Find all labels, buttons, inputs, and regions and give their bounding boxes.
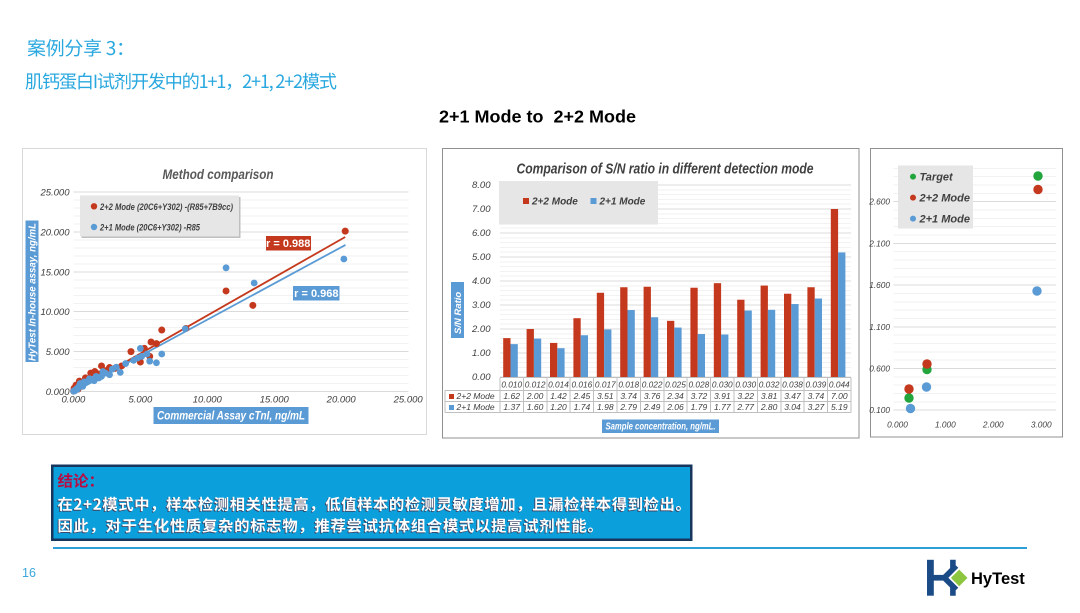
svg-text:1.42: 1.42 [550, 391, 567, 401]
svg-text:20.000: 20.000 [326, 395, 357, 406]
svg-text:0.032: 0.032 [759, 379, 780, 389]
svg-text:0.039: 0.039 [806, 379, 827, 389]
svg-text:0.016: 0.016 [572, 379, 593, 389]
svg-text:10.000: 10.000 [40, 307, 70, 318]
svg-text:0.017: 0.017 [595, 379, 616, 389]
svg-text:2.00: 2.00 [526, 391, 544, 401]
svg-text:2+2 Mode: 2+2 Mode [531, 197, 578, 208]
svg-text:2.34: 2.34 [666, 391, 684, 401]
svg-text:15.000: 15.000 [260, 395, 290, 406]
svg-text:20.000: 20.000 [39, 227, 70, 238]
svg-text:5.000: 5.000 [46, 347, 70, 358]
svg-text:2.06: 2.06 [666, 402, 684, 412]
svg-text:r = 0.968: r = 0.968 [294, 288, 338, 300]
svg-text:3.74: 3.74 [808, 391, 825, 401]
svg-text:0.025: 0.025 [665, 379, 686, 389]
svg-text:0.028: 0.028 [689, 379, 710, 389]
svg-text:6.00: 6.00 [472, 228, 491, 239]
svg-text:2+1 Mode: 2+1 Mode [919, 214, 970, 226]
svg-text:8.00: 8.00 [472, 180, 491, 191]
svg-text:2.000: 2.000 [982, 420, 1004, 430]
svg-text:1.60: 1.60 [527, 402, 544, 412]
svg-text:1.62: 1.62 [503, 391, 520, 401]
svg-text:r = 0.988: r = 0.988 [266, 238, 310, 250]
svg-text:2.100: 2.100 [868, 238, 890, 248]
svg-text:S/N Ratio: S/N Ratio [453, 292, 464, 334]
svg-text:1.77: 1.77 [714, 402, 731, 412]
svg-text:0.600: 0.600 [869, 364, 890, 374]
svg-text:2+1 Mode: 2+1 Mode [456, 402, 495, 412]
svg-text:2.00: 2.00 [471, 324, 491, 335]
svg-text:3.00: 3.00 [472, 300, 491, 311]
svg-text:2+2 Mode (20C6+Y302) -(R85+7B9: 2+2 Mode (20C6+Y302) -(R85+7B9cc) [99, 202, 233, 213]
svg-text:1.79: 1.79 [691, 402, 708, 412]
svg-text:3.51: 3.51 [597, 391, 614, 401]
svg-text:3.27: 3.27 [808, 402, 825, 412]
svg-text:0.044: 0.044 [829, 379, 850, 389]
svg-text:Method comparison: Method comparison [163, 166, 274, 182]
svg-text:0.014: 0.014 [548, 379, 569, 389]
svg-text:2.80: 2.80 [760, 402, 778, 412]
svg-text:4.00: 4.00 [472, 276, 491, 287]
svg-text:2+2 Mode: 2+2 Mode [456, 391, 495, 401]
svg-text:0.038: 0.038 [782, 379, 803, 389]
svg-text:0.00: 0.00 [472, 372, 491, 383]
svg-text:3.04: 3.04 [784, 402, 801, 412]
svg-text:2.49: 2.49 [643, 402, 661, 412]
svg-text:1.20: 1.20 [550, 402, 567, 412]
svg-text:0.012: 0.012 [525, 379, 546, 389]
svg-text:3.72: 3.72 [691, 391, 708, 401]
svg-text:0.022: 0.022 [642, 379, 663, 389]
svg-text:5.19: 5.19 [831, 402, 848, 412]
svg-text:0.030: 0.030 [735, 379, 756, 389]
svg-text:0.030: 0.030 [712, 379, 733, 389]
svg-text:10.000: 10.000 [193, 395, 223, 406]
svg-text:Comparison of S/N ratio in dif: Comparison of S/N ratio in different det… [517, 162, 814, 178]
svg-text:1.100: 1.100 [869, 322, 890, 332]
svg-text:7.00: 7.00 [472, 204, 491, 215]
svg-text:Sample concentration, ng/mL.: Sample concentration, ng/mL. [606, 422, 716, 433]
svg-text:3.000: 3.000 [1031, 420, 1052, 430]
svg-text:0.100: 0.100 [869, 405, 890, 415]
svg-text:3.22: 3.22 [737, 391, 754, 401]
svg-text:2.77: 2.77 [736, 402, 754, 412]
svg-text:HyTest: HyTest [971, 570, 1025, 588]
svg-text:0.010: 0.010 [501, 379, 522, 389]
svg-text:16: 16 [22, 566, 36, 580]
svg-text:HyTest In-house assay, ng/mL: HyTest In-house assay, ng/mL [26, 223, 38, 361]
svg-text:3.74: 3.74 [620, 391, 637, 401]
svg-text:0.018: 0.018 [618, 379, 639, 389]
svg-text:0.000: 0.000 [887, 420, 908, 430]
svg-text:2+2 Mode: 2+2 Mode [919, 193, 970, 205]
svg-text:25.000: 25.000 [393, 395, 424, 406]
svg-text:Commercial Assay cTnI, ng/mL: Commercial Assay cTnI, ng/mL [157, 411, 305, 423]
svg-text:3.47: 3.47 [784, 391, 801, 401]
svg-text:3.81: 3.81 [761, 391, 778, 401]
svg-text:2.45: 2.45 [573, 391, 591, 401]
svg-text:Target: Target [920, 172, 955, 184]
svg-text:2.79: 2.79 [619, 402, 637, 412]
svg-text:15.000: 15.000 [40, 267, 70, 278]
svg-text:0.000: 0.000 [62, 395, 86, 406]
svg-text:25.000: 25.000 [39, 188, 70, 199]
svg-text:3.76: 3.76 [644, 391, 661, 401]
svg-text:5.00: 5.00 [472, 252, 491, 263]
svg-text:2+1 Mode (20C6+Y302) -R85: 2+1 Mode (20C6+Y302) -R85 [99, 223, 200, 234]
svg-text:2.600: 2.600 [868, 197, 890, 207]
svg-text:1.000: 1.000 [935, 420, 956, 430]
svg-text:0.000: 0.000 [46, 387, 70, 398]
svg-text:2+1 Mode to 2+2 Mode: 2+1 Mode to 2+2 Mode [439, 107, 636, 127]
svg-text:7.00: 7.00 [831, 391, 848, 401]
svg-text:1.98: 1.98 [597, 402, 614, 412]
svg-text:1.74: 1.74 [574, 402, 591, 412]
svg-text:3.91: 3.91 [714, 391, 731, 401]
svg-text:1.00: 1.00 [472, 348, 491, 359]
svg-text:2+1 Mode: 2+1 Mode [599, 197, 646, 208]
svg-text:1.37: 1.37 [503, 402, 520, 412]
svg-text:1.600: 1.600 [869, 280, 890, 290]
svg-text:5.000: 5.000 [128, 395, 152, 406]
